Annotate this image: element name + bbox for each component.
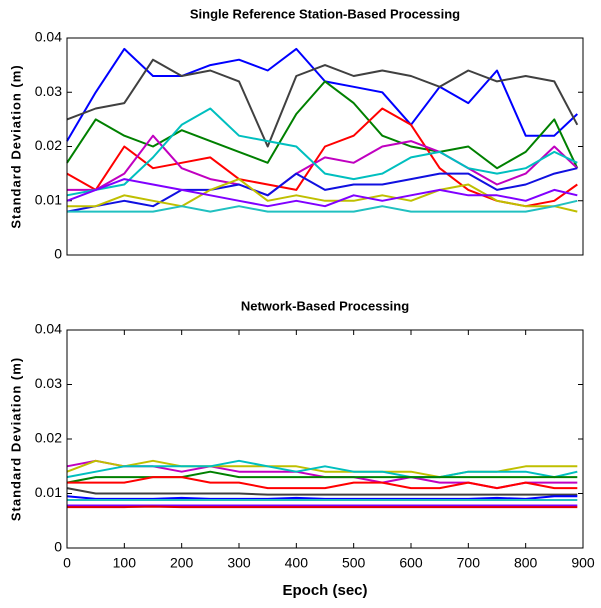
x-tick-label: 700 [457, 555, 481, 571]
series-line [67, 505, 578, 509]
x-tick-label: 400 [285, 555, 309, 571]
y-axis-label: Standard Deviation (m) [8, 357, 23, 521]
y-tick-label: 0.01 [35, 191, 62, 207]
series-line [66, 58, 579, 148]
y-tick-label: 0.04 [35, 29, 62, 45]
series-line [66, 167, 578, 213]
plot-frame [66, 329, 584, 549]
y-axis-label: Standard Deviation (m) [8, 64, 23, 228]
y-tick-label: 0.02 [35, 430, 62, 446]
series-line [67, 178, 578, 213]
x-tick-label: 0 [63, 555, 71, 571]
series-line [66, 80, 579, 170]
x-tick-label: 200 [170, 555, 194, 571]
chart-title: Single Reference Station-Based Processin… [190, 6, 460, 21]
x-tick-label: 100 [113, 555, 137, 571]
plot-frame [66, 37, 584, 256]
y-tick-label: 0.02 [35, 137, 62, 153]
y-tick-label: 0.04 [35, 321, 62, 337]
series-line [66, 495, 578, 500]
chart-title: Network-Based Processing [241, 298, 409, 313]
y-tick-label: 0 [54, 246, 62, 262]
x-tick-label: 600 [399, 555, 423, 571]
series-line [66, 459, 578, 479]
series-line [67, 199, 578, 213]
series-line [67, 476, 578, 490]
y-tick-label: 0.01 [35, 484, 62, 500]
y-tick-label: 0 [54, 539, 62, 555]
x-axis-label: Epoch (sec) [282, 582, 367, 599]
y-tick-label: 0.03 [35, 83, 62, 99]
plot-area [67, 330, 583, 548]
series-line [66, 487, 578, 496]
x-tick-label: 900 [571, 555, 595, 571]
x-tick-label: 300 [227, 555, 251, 571]
series-line [67, 134, 578, 197]
x-tick-label: 500 [342, 555, 366, 571]
series-line [66, 107, 578, 197]
series-line [66, 178, 578, 208]
x-tick-label: 800 [514, 555, 538, 571]
y-tick-label: 0.03 [35, 375, 62, 391]
